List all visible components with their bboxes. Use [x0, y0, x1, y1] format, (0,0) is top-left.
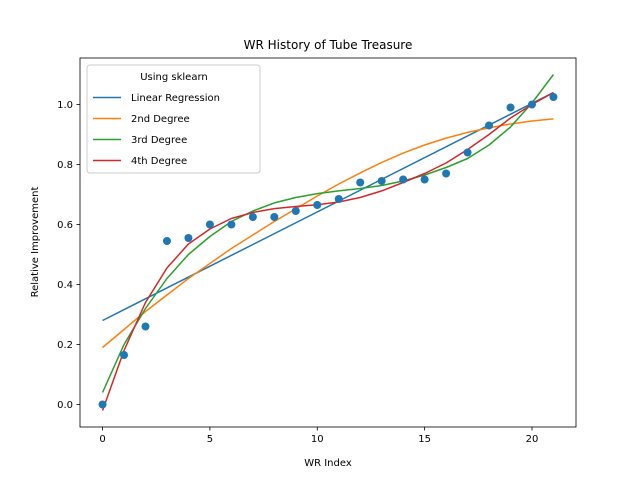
- x-axis-ticks: 0 5 10 15 20: [99, 427, 538, 445]
- legend-label-2: 2nd Degree: [131, 114, 190, 125]
- series-line-4: [101, 91, 554, 411]
- legend-box: [86, 64, 261, 174]
- axes-frame: [79, 57, 577, 428]
- data-point: [549, 93, 558, 101]
- legend: Using sklearn Linear Regression 2nd Degre…: [86, 64, 261, 174]
- data-point: [399, 175, 408, 184]
- x-tick-label: 0: [99, 434, 105, 445]
- legend-label-4: 4th Degree: [131, 156, 187, 167]
- x-tick-label: 5: [207, 434, 213, 445]
- y-axis-ticks: 0.0 0.2 0.4 0.6 0.8 1.0: [57, 100, 80, 411]
- data-point: [356, 178, 365, 187]
- x-tick-label: 20: [526, 434, 539, 445]
- data-point: [205, 220, 214, 229]
- data-point: [377, 177, 386, 185]
- legend-title: Using sklearn: [140, 72, 208, 83]
- data-point: [506, 103, 515, 112]
- x-axis-label: WR Index: [304, 458, 352, 469]
- data-point: [248, 213, 257, 221]
- legend-label-3: 3rd Degree: [131, 135, 187, 146]
- x-tick-label: 10: [311, 434, 324, 445]
- data-point: [485, 121, 494, 130]
- chart-title: WR History of Tube Treasure: [244, 38, 413, 52]
- legend-label-1: Linear Regression: [131, 93, 220, 104]
- data-point: [442, 169, 451, 178]
- y-tick-label: 0.0: [57, 400, 73, 411]
- y-axis-label: Relative Improvement: [30, 187, 41, 298]
- data-point: [334, 195, 343, 203]
- y-tick-label: 0.4: [57, 280, 73, 291]
- data-point: [184, 234, 193, 242]
- data-point: [270, 213, 279, 221]
- data-point: [291, 207, 300, 215]
- series-line-3: [101, 74, 555, 393]
- data-point: [227, 220, 236, 229]
- data-point: [98, 400, 107, 409]
- data-point: [120, 351, 129, 359]
- y-tick-label: 0.8: [57, 160, 73, 171]
- y-tick-label: 0.6: [57, 220, 73, 231]
- data-point: [527, 100, 536, 109]
- x-tick-label: 15: [418, 434, 431, 445]
- data-point: [420, 175, 429, 184]
- y-tick-label: 0.2: [57, 340, 73, 351]
- y-tick-label: 1.0: [57, 100, 73, 111]
- data-point: [162, 237, 171, 245]
- data-point: [463, 148, 472, 157]
- data-point: [141, 322, 150, 331]
- series-line-2: [102, 118, 554, 349]
- data-point: [313, 201, 322, 209]
